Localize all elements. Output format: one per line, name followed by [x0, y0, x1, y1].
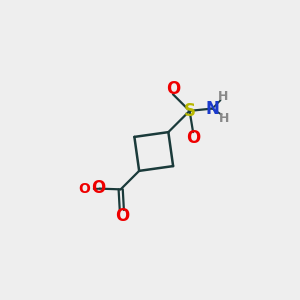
Text: N: N [205, 100, 219, 118]
Text: H: H [218, 90, 229, 103]
Text: H: H [219, 112, 230, 125]
Text: O: O [166, 80, 180, 98]
Text: O: O [92, 178, 106, 196]
Text: O: O [186, 129, 200, 147]
Text: S: S [184, 102, 196, 120]
Text: O: O [79, 182, 91, 196]
Text: O: O [115, 207, 129, 225]
